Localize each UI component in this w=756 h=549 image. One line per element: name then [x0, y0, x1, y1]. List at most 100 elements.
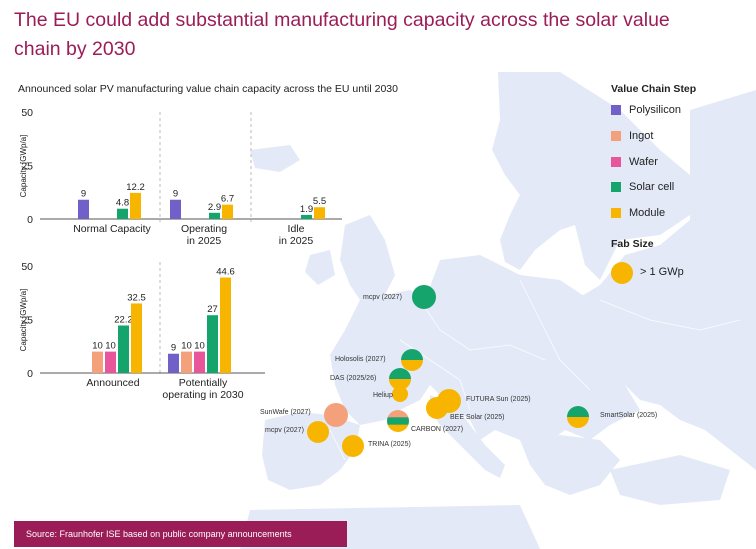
- bar: [220, 277, 231, 373]
- marker-segment: [567, 406, 589, 418]
- swatch-icon: [611, 105, 621, 115]
- marker-segment: [387, 417, 409, 426]
- marker-segment: [387, 424, 409, 432]
- swatch-icon: [611, 157, 621, 167]
- data-label: 6.7: [221, 194, 234, 205]
- site-marker: [324, 403, 348, 427]
- legend-item-wafer: Wafer: [611, 156, 658, 168]
- data-label: 9: [173, 189, 178, 200]
- bar: [209, 212, 220, 219]
- y-tick-label: 25: [21, 315, 33, 327]
- chart-top: 0 25 50 Capacity [GWp/a] 9 4.8 12.2 Normal Capa…: [19, 107, 342, 247]
- site-label: FUTURA Sun (2025): [466, 396, 531, 403]
- data-label: 2.9: [208, 202, 221, 213]
- bar: [207, 315, 218, 373]
- bar: [301, 214, 312, 219]
- data-label: 9: [171, 343, 176, 354]
- source-note: Source: Fraunhofer ISE based on public c…: [14, 521, 347, 547]
- bar: [222, 204, 233, 219]
- legend-item-solar-cell: Solar cell: [611, 181, 674, 193]
- data-label: 4.8: [116, 198, 129, 209]
- site-marker: [412, 285, 436, 309]
- category-label: Announced: [86, 377, 139, 389]
- category-label: Potentially: [179, 377, 228, 389]
- site-label: Holosolis (2027): [335, 356, 386, 363]
- site-marker: [401, 349, 423, 371]
- marker-segment: [389, 379, 411, 390]
- bar: [92, 351, 103, 373]
- marker-segment: [401, 349, 423, 361]
- category-label: Normal Capacity: [73, 223, 151, 235]
- data-label: 32.5: [127, 292, 146, 303]
- legend-label: Ingot: [629, 130, 654, 142]
- category-label: Operating: [181, 223, 227, 235]
- site-marker: [307, 421, 329, 443]
- legend-label: Wafer: [629, 156, 658, 168]
- data-label: 22.2: [114, 314, 133, 325]
- site-label: Heliup: [373, 392, 393, 399]
- page-title: The EU could add substantial manufacturi…: [14, 9, 670, 60]
- site-label: SmartSolar (2025): [600, 412, 658, 419]
- swatch-icon: [611, 131, 621, 141]
- y-tick-label: 50: [21, 107, 33, 119]
- marker-segment: [567, 417, 589, 428]
- legend-label: Module: [629, 207, 666, 219]
- bar: [131, 303, 142, 373]
- site-marker: [387, 410, 409, 432]
- legend-label: Polysilicon: [629, 104, 681, 116]
- swatch-icon: [611, 182, 621, 192]
- category-label: in 2025: [187, 235, 222, 247]
- bar: [181, 351, 192, 373]
- bar: [314, 207, 325, 219]
- site-label: SunWafe (2027): [260, 409, 311, 416]
- data-label: 10: [105, 341, 116, 352]
- bar: [130, 192, 141, 219]
- bar: [168, 353, 179, 373]
- site-label: mcpv (2027): [265, 427, 304, 434]
- legend-item-ingot: Ingot: [611, 130, 653, 142]
- marker-segment: [389, 368, 411, 380]
- data-label: 10: [181, 341, 192, 352]
- bar: [118, 325, 129, 373]
- chart-subtitle: Announced solar PV manufacturing value c…: [18, 83, 398, 95]
- data-label: 10: [92, 341, 103, 352]
- y-tick-label: 0: [27, 214, 33, 226]
- legend-item-polysilicon: Polysilicon: [611, 104, 681, 116]
- legend-label: Solar cell: [629, 181, 675, 193]
- y-tick-label: 50: [21, 261, 33, 273]
- site-marker: [392, 386, 408, 402]
- site-label: mcpv (2027): [363, 294, 402, 301]
- category-label: in 2025: [279, 235, 314, 247]
- data-label: 5.5: [313, 196, 326, 207]
- bar: [78, 199, 89, 219]
- bar: [170, 199, 181, 219]
- site-marker: [567, 406, 589, 428]
- bar: [194, 351, 205, 373]
- data-label: 27: [207, 304, 218, 315]
- fab-size-circle-icon: [611, 262, 633, 284]
- data-label: 12.2: [126, 182, 145, 193]
- fab-size-label: > 1 GWp: [640, 266, 684, 278]
- category-label: Idle: [288, 223, 305, 235]
- site-label: BEE Solar (2025): [450, 414, 505, 421]
- bar: [105, 351, 116, 373]
- marker-segment: [387, 410, 409, 418]
- site-marker: [342, 435, 364, 457]
- data-label: 1.9: [300, 204, 313, 215]
- fab-size-title: Fab Size: [611, 238, 654, 250]
- y-tick-label: 25: [21, 161, 33, 173]
- site-marker: [426, 397, 448, 419]
- y-axis-label: Capacity [GWp/a]: [19, 135, 28, 198]
- site-label: DAS (2025/26): [330, 375, 377, 382]
- data-label: 44.6: [216, 267, 235, 278]
- site-marker: [389, 368, 411, 390]
- swatch-icon: [611, 208, 621, 218]
- bar: [117, 208, 128, 219]
- legend-title: Value Chain Step: [611, 83, 697, 95]
- site-label: TRINA (2025): [368, 441, 411, 448]
- y-axis-label: Capacity [GWp/a]: [19, 289, 28, 352]
- site-label: CARBON (2027): [411, 426, 464, 433]
